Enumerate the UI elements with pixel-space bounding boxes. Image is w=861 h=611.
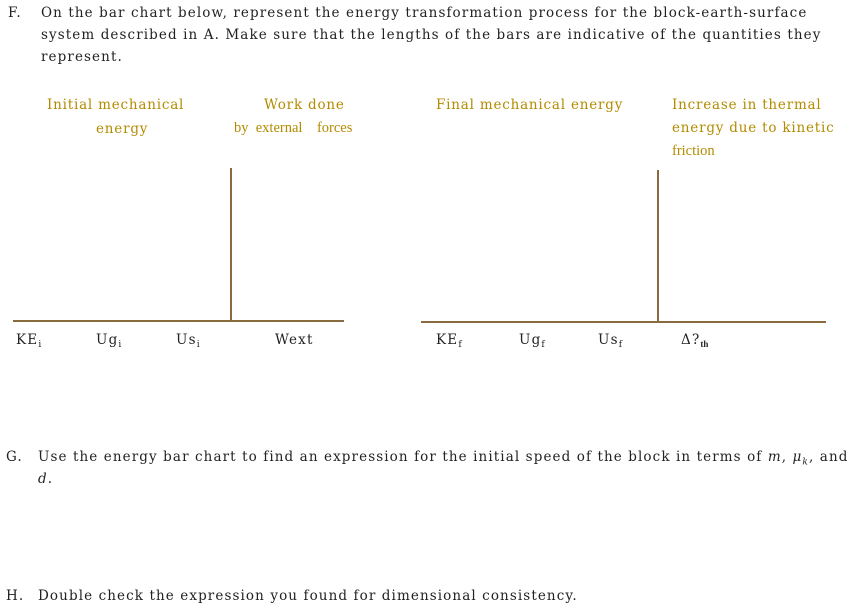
header-thermal-line2: energy due to kinetic — [672, 120, 835, 136]
header-work-done-line1: Work done — [264, 97, 345, 113]
question-g: G. Use the energy bar chart to find an e… — [6, 447, 861, 491]
comma: , — [808, 449, 815, 465]
label-ke-final: KEf — [436, 332, 462, 350]
label-sub: i — [196, 340, 200, 350]
header-final-mechanical: Final mechanical energy — [436, 97, 624, 113]
question-g-text: Use the energy bar chart to find an expr… — [38, 449, 763, 465]
question-f-line-2: system described in A. Make sure that th… — [41, 27, 822, 43]
question-f-line-1: On the bar chart below, represent the en… — [41, 5, 808, 21]
label-sub: f — [541, 340, 545, 350]
question-h: H. Double check the expression you found… — [6, 586, 706, 608]
label-ug-final: Ugf — [519, 332, 545, 350]
question-g-line-1: Use the energy bar chart to find an expr… — [38, 447, 848, 474]
variable-d: d — [38, 471, 48, 487]
label-sub: f — [458, 340, 462, 350]
variable-mu: μ — [792, 449, 803, 465]
label-main: Δ? — [681, 332, 701, 348]
label-main: Wext — [275, 332, 314, 348]
question-h-text: Double check the expression you found fo… — [38, 588, 578, 604]
variable-m: m — [767, 449, 782, 465]
label-main: KE — [16, 332, 39, 348]
label-ug-initial: Ugi — [96, 332, 121, 350]
question-f-letter: F. — [8, 5, 22, 21]
question-f-line-3: represent. — [41, 49, 123, 65]
right-chart-divider — [657, 170, 659, 322]
header-initial-mechanical-line2: energy — [96, 121, 149, 137]
label-wext: Wext — [275, 332, 314, 348]
label-sub: th — [700, 339, 709, 349]
header-initial-mechanical-line1: Initial mechanical — [47, 97, 185, 113]
label-main: Ug — [519, 332, 542, 348]
and-word: and — [819, 449, 849, 465]
label-sub: f — [618, 340, 623, 350]
left-chart-baseline — [13, 320, 344, 322]
header-thermal-line1: Increase in thermal — [672, 97, 822, 113]
label-us-final: Usf — [598, 332, 622, 350]
variable-mu-sub: k — [802, 457, 809, 468]
header-thermal-line3: friction — [672, 143, 715, 159]
label-sub: i — [118, 340, 122, 350]
left-chart-divider — [230, 168, 232, 321]
question-g-line-2: d. — [38, 469, 53, 490]
comma: , — [781, 449, 788, 465]
question-g-letter: G. — [6, 449, 23, 465]
header-work-done-line2: by external forces — [234, 120, 353, 136]
label-main: Ug — [96, 332, 119, 348]
label-us-initial: Usi — [176, 332, 200, 350]
period: . — [47, 471, 54, 487]
label-sub: i — [38, 340, 42, 350]
label-delta-thermal: Δ?th — [681, 332, 708, 349]
label-ke-initial: KEi — [16, 332, 41, 350]
label-main: Us — [176, 332, 197, 348]
label-main: Us — [598, 332, 619, 348]
label-main: KE — [436, 332, 459, 348]
question-f: F. On the bar chart below, represent the… — [8, 3, 858, 69]
right-chart-baseline — [421, 321, 826, 323]
question-h-letter: H. — [6, 588, 25, 604]
